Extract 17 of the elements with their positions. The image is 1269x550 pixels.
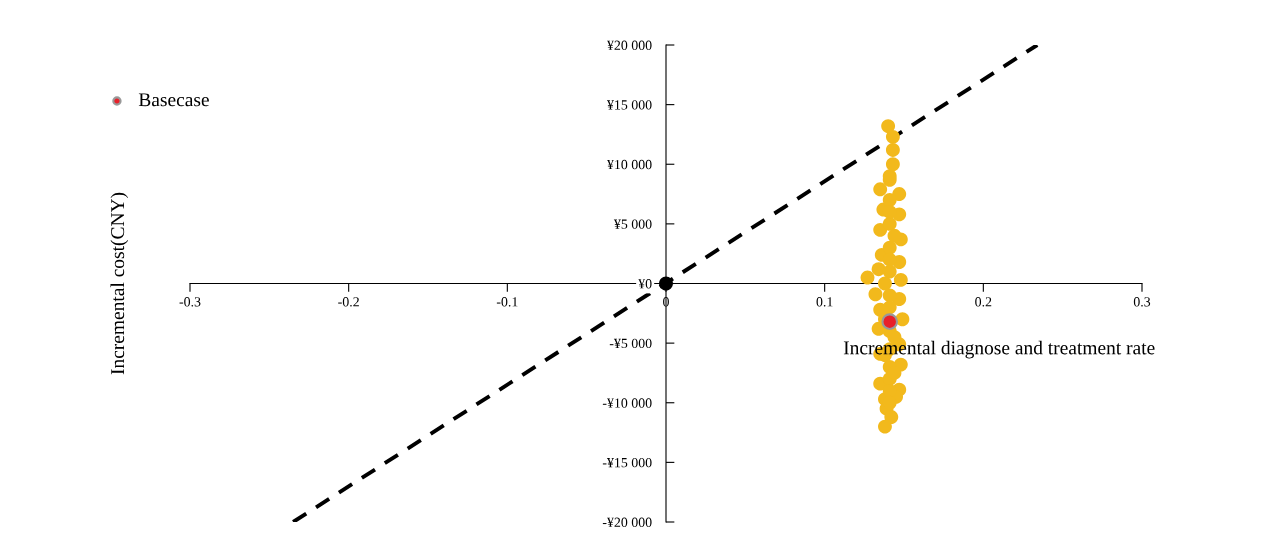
legend-label: Basecase	[138, 93, 209, 107]
x-tick-label: -0.3	[179, 297, 201, 307]
y-tick-label: -¥10 000	[602, 398, 652, 408]
y-tick-label: -¥15 000	[602, 457, 652, 468]
y-tick-label: ¥5 000	[613, 219, 652, 229]
x-tick-label: 0.1	[816, 297, 833, 307]
y-tick-label: ¥15 000	[606, 100, 652, 110]
y-tick-label: ¥0	[638, 279, 652, 289]
x-tick-label: 0.2	[975, 297, 992, 307]
x-tick-label: 0.3	[1133, 297, 1151, 307]
y-tick-label: -¥5 000	[609, 338, 652, 349]
x-tick-label: -0.1	[496, 297, 518, 307]
y-tick-label: ¥20 000	[606, 40, 652, 50]
y-tick-label: ¥10 000	[606, 159, 652, 170]
y-axis-title: Incremental cost(CNY)	[110, 192, 129, 375]
x-tick-label: -0.2	[338, 297, 359, 307]
y-tick-label: -¥20 000	[602, 517, 652, 527]
